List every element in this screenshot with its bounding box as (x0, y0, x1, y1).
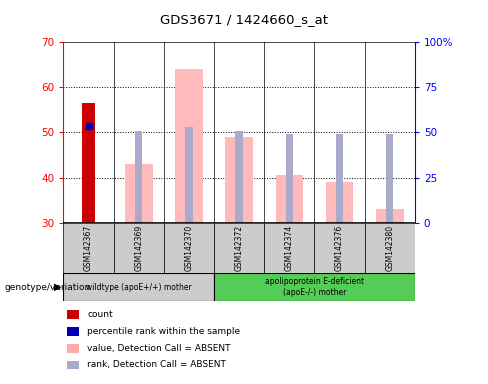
Bar (63, 223, 114, 273)
Bar (336, 134, 343, 223)
Text: genotype/variation: genotype/variation (5, 283, 91, 291)
Bar (386, 134, 393, 223)
Text: apolipoprotein E-deficient
(apoE-/-) mother: apolipoprotein E-deficient (apoE-/-) mot… (265, 277, 364, 297)
Bar (67, 361, 80, 369)
Text: GSM142369: GSM142369 (134, 225, 143, 271)
Text: percentile rank within the sample: percentile rank within the sample (87, 327, 241, 336)
Text: GSM142376: GSM142376 (335, 225, 344, 271)
Bar (125, 164, 153, 223)
Text: GSM142374: GSM142374 (285, 225, 294, 271)
Bar (67, 310, 80, 319)
Bar (114, 223, 164, 273)
Bar (214, 223, 264, 273)
Bar (67, 344, 80, 353)
Bar (135, 131, 142, 223)
Text: GSM142372: GSM142372 (235, 225, 244, 271)
Bar (185, 127, 193, 223)
Text: rank, Detection Call = ABSENT: rank, Detection Call = ABSENT (87, 361, 226, 369)
Text: GSM142380: GSM142380 (385, 225, 394, 271)
Bar (314, 223, 365, 273)
Bar (82, 103, 95, 223)
Bar (276, 175, 303, 223)
Bar (264, 223, 314, 273)
Bar (225, 137, 253, 223)
Bar (67, 327, 80, 336)
Bar (285, 134, 293, 223)
Bar (376, 209, 404, 223)
Bar (164, 223, 214, 273)
Bar (214, 273, 415, 301)
Text: GSM142370: GSM142370 (184, 225, 193, 271)
Text: GDS3671 / 1424660_s_at: GDS3671 / 1424660_s_at (160, 13, 328, 26)
Text: GSM142367: GSM142367 (84, 225, 93, 271)
Text: ▶: ▶ (54, 282, 61, 292)
Bar (235, 131, 243, 223)
Text: value, Detection Call = ABSENT: value, Detection Call = ABSENT (87, 344, 231, 353)
Text: wildtype (apoE+/+) mother: wildtype (apoE+/+) mother (86, 283, 192, 291)
Bar (175, 70, 203, 223)
Text: count: count (87, 310, 113, 319)
Bar (325, 182, 353, 223)
Bar (365, 223, 415, 273)
Bar (63, 273, 214, 301)
